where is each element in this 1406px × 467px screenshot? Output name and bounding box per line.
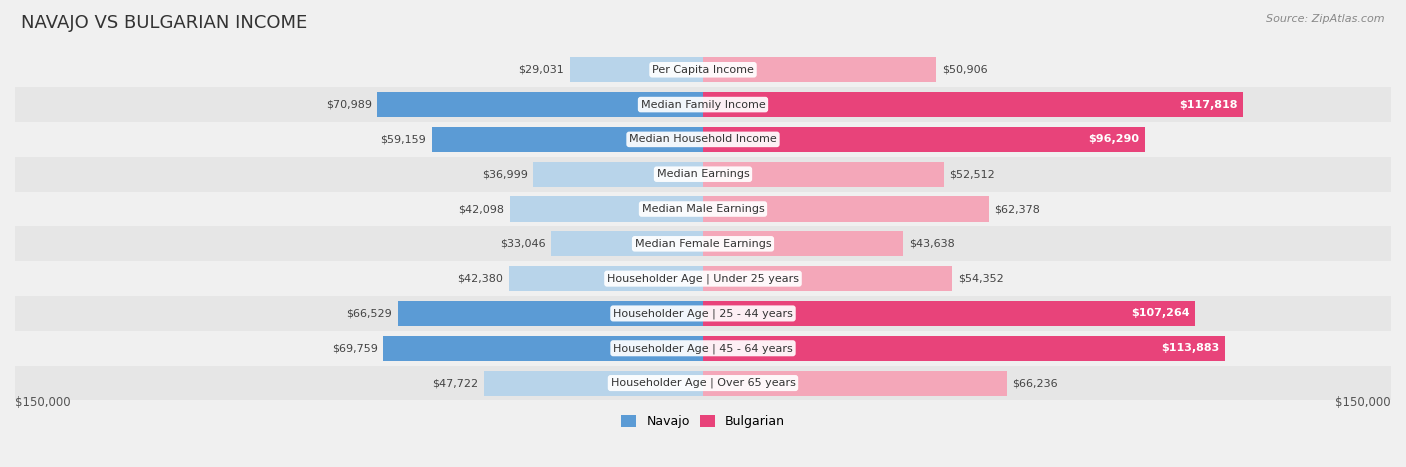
Bar (703, 231, 903, 256)
Text: $43,638: $43,638 (908, 239, 955, 249)
Bar (703, 127, 1144, 152)
Bar (15, 122, 1391, 157)
Text: $96,290: $96,290 (1088, 134, 1139, 144)
Text: NAVAJO VS BULGARIAN INCOME: NAVAJO VS BULGARIAN INCOME (21, 14, 308, 32)
Text: Median Household Income: Median Household Income (628, 134, 778, 144)
Text: $150,000: $150,000 (15, 396, 70, 409)
Bar (484, 370, 703, 396)
Legend: Navajo, Bulgarian: Navajo, Bulgarian (616, 410, 790, 433)
Bar (398, 301, 703, 326)
Text: $33,046: $33,046 (501, 239, 546, 249)
Bar (703, 92, 1243, 117)
Bar (703, 162, 943, 187)
Bar (703, 197, 988, 221)
Text: $36,999: $36,999 (482, 169, 527, 179)
Text: $59,159: $59,159 (381, 134, 426, 144)
Bar (703, 57, 936, 82)
Bar (551, 231, 703, 256)
Text: Median Male Earnings: Median Male Earnings (641, 204, 765, 214)
Bar (569, 57, 703, 82)
Bar (15, 261, 1391, 296)
Text: Per Capita Income: Per Capita Income (652, 65, 754, 75)
Bar (377, 92, 703, 117)
Bar (509, 266, 703, 291)
Bar (15, 191, 1391, 226)
Bar (432, 127, 703, 152)
Text: Median Female Earnings: Median Female Earnings (634, 239, 772, 249)
Text: Median Earnings: Median Earnings (657, 169, 749, 179)
Bar (15, 157, 1391, 191)
Text: $50,906: $50,906 (942, 65, 987, 75)
Text: $66,236: $66,236 (1012, 378, 1057, 388)
Text: $113,883: $113,883 (1161, 343, 1220, 353)
Text: $69,759: $69,759 (332, 343, 378, 353)
Bar (15, 296, 1391, 331)
Text: $47,722: $47,722 (433, 378, 478, 388)
Bar (15, 52, 1391, 87)
Text: Householder Age | Over 65 years: Householder Age | Over 65 years (610, 378, 796, 389)
Bar (703, 370, 1007, 396)
Bar (703, 336, 1226, 361)
Text: $54,352: $54,352 (957, 274, 1004, 283)
Text: $29,031: $29,031 (519, 65, 564, 75)
Bar (15, 226, 1391, 261)
Text: $117,818: $117,818 (1180, 99, 1237, 110)
Bar (15, 87, 1391, 122)
Text: $62,378: $62,378 (994, 204, 1040, 214)
Text: $52,512: $52,512 (949, 169, 995, 179)
Text: Householder Age | 25 - 44 years: Householder Age | 25 - 44 years (613, 308, 793, 318)
Text: $150,000: $150,000 (1336, 396, 1391, 409)
Bar (703, 266, 952, 291)
Text: Householder Age | Under 25 years: Householder Age | Under 25 years (607, 273, 799, 284)
Text: $66,529: $66,529 (347, 308, 392, 318)
Text: $70,989: $70,989 (326, 99, 373, 110)
Bar (15, 366, 1391, 401)
Bar (703, 301, 1195, 326)
Text: Source: ZipAtlas.com: Source: ZipAtlas.com (1267, 14, 1385, 24)
Bar (15, 331, 1391, 366)
Text: Householder Age | 45 - 64 years: Householder Age | 45 - 64 years (613, 343, 793, 354)
Text: Median Family Income: Median Family Income (641, 99, 765, 110)
Bar (382, 336, 703, 361)
Bar (533, 162, 703, 187)
Text: $42,098: $42,098 (458, 204, 505, 214)
Text: $107,264: $107,264 (1130, 308, 1189, 318)
Bar (510, 197, 703, 221)
Text: $42,380: $42,380 (457, 274, 503, 283)
